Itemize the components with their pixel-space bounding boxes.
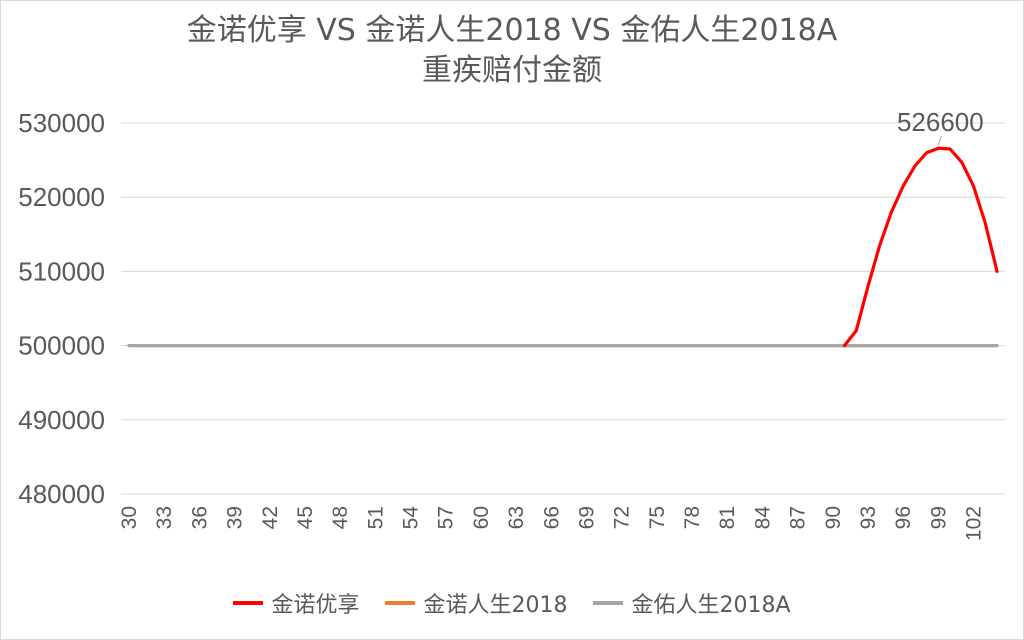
x-tick-label: 42 bbox=[259, 506, 282, 529]
x-tick-label: 60 bbox=[470, 506, 493, 529]
x-tick-label: 57 bbox=[435, 506, 458, 529]
legend-label-series-2: 金诺人生2018 bbox=[423, 593, 568, 618]
series-lines bbox=[127, 146, 999, 348]
x-tick-label: 78 bbox=[681, 506, 704, 529]
y-axis-ticks: 530000 520000 510000 500000 490000 480000 bbox=[18, 108, 105, 509]
annotation-leader bbox=[937, 136, 942, 146]
x-tick-label: 51 bbox=[364, 506, 387, 529]
data-annotation: 526600 bbox=[897, 107, 984, 146]
grid-lines bbox=[121, 122, 1005, 495]
x-tick-label: 48 bbox=[329, 506, 352, 529]
x-tick-label: 93 bbox=[857, 506, 880, 529]
x-tick-label: 81 bbox=[716, 506, 739, 529]
legend-label-series-1: 金诺优享 bbox=[271, 593, 360, 618]
data-label-peak: 526600 bbox=[897, 107, 984, 137]
x-tick-label: 36 bbox=[188, 506, 211, 529]
x-tick-label: 54 bbox=[400, 506, 423, 530]
x-tick-label: 90 bbox=[822, 506, 845, 529]
x-tick-label: 66 bbox=[540, 506, 563, 529]
y-tick-label: 530000 bbox=[18, 108, 105, 138]
x-tick-label: 39 bbox=[224, 506, 247, 529]
series-line-1 bbox=[842, 146, 999, 348]
chart-title: 金诺优享 VS 金诺人生2018 VS 金佑人生2018A bbox=[186, 13, 838, 48]
x-tick-label: 84 bbox=[751, 506, 774, 530]
x-tick-label: 75 bbox=[646, 506, 669, 529]
x-tick-label: 102 bbox=[963, 506, 986, 541]
legend-swatch-series-2 bbox=[385, 601, 416, 605]
legend-item-series-2[interactable]: 金诺人生2018 bbox=[385, 587, 567, 619]
legend: 金诺优享 金诺人生2018 金佑人生2018A bbox=[1, 587, 1023, 619]
legend-item-series-3[interactable]: 金佑人生2018A bbox=[593, 587, 791, 619]
legend-item-series-1[interactable]: 金诺优享 bbox=[233, 587, 359, 619]
chart-subtitle: 重疾赔付金额 bbox=[422, 53, 602, 88]
legend-swatch-series-3 bbox=[593, 601, 624, 605]
x-tick-label: 72 bbox=[611, 506, 634, 529]
x-axis-ticks: 30 33 36 39 42 45 48 51 54 57 60 63 66 69 72 75 78 81 84 87… bbox=[118, 506, 986, 541]
y-tick-label: 500000 bbox=[18, 331, 105, 361]
y-tick-label: 490000 bbox=[18, 405, 105, 435]
y-tick-label: 510000 bbox=[18, 256, 105, 286]
y-tick-label: 520000 bbox=[18, 182, 105, 212]
x-tick-label: 63 bbox=[505, 506, 528, 529]
y-tick-label: 480000 bbox=[18, 479, 105, 509]
x-tick-label: 96 bbox=[892, 506, 915, 529]
x-tick-label: 87 bbox=[787, 506, 810, 529]
x-tick-label: 33 bbox=[153, 506, 176, 529]
x-tick-label: 30 bbox=[118, 506, 141, 529]
legend-swatch-series-1 bbox=[233, 601, 264, 605]
x-tick-label: 45 bbox=[294, 506, 317, 529]
chart-title-block: 金诺优享 VS 金诺人生2018 VS 金佑人生2018A 重疾赔付金额 bbox=[1, 11, 1023, 91]
x-tick-label: 99 bbox=[927, 506, 950, 529]
legend-label-series-3: 金佑人生2018A bbox=[631, 593, 791, 618]
x-tick-label: 69 bbox=[575, 506, 598, 529]
